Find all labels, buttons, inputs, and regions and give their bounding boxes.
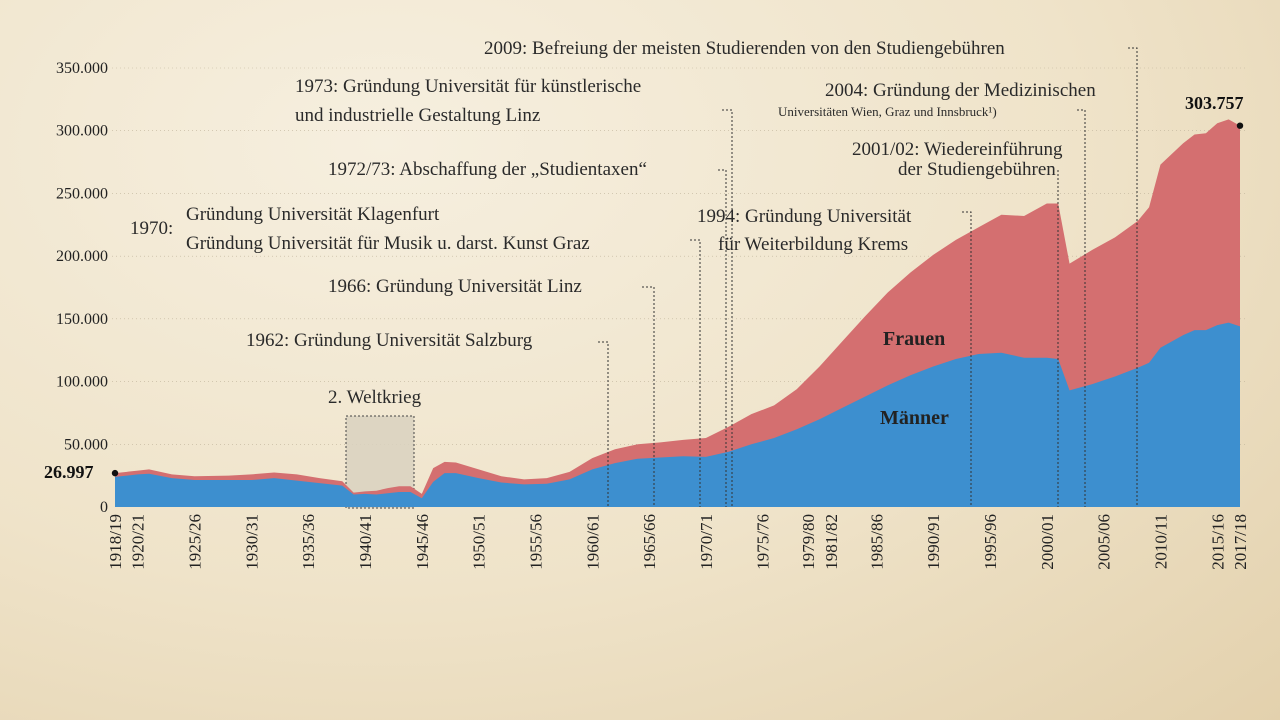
x-tick-label: 1920/21 bbox=[129, 514, 148, 570]
x-tick-label: 1981/82 bbox=[822, 514, 841, 570]
y-tick-label: 250.000 bbox=[56, 185, 108, 202]
x-tick-label: 2010/11 bbox=[1151, 514, 1170, 569]
note-salzburg: 1962: Gründung Universität Salzburg bbox=[246, 330, 533, 351]
note-weltkrieg: 2. Weltkrieg bbox=[328, 387, 422, 408]
x-tick-label: 1955/56 bbox=[526, 514, 545, 570]
annotation-leader-lines bbox=[598, 47, 1138, 507]
y-axis-ticks: 0 50.000 100.000 150.000 200.000 250.000 300.0… bbox=[56, 60, 108, 516]
leader-1962 bbox=[598, 341, 609, 507]
y-tick-label: 50.000 bbox=[64, 436, 108, 453]
start-point-marker bbox=[111, 469, 119, 477]
series-label-frauen: Frauen bbox=[883, 328, 945, 350]
x-tick-label: 1930/31 bbox=[242, 514, 261, 570]
leader-1973 bbox=[722, 109, 733, 507]
note-1970-year: 1970: bbox=[130, 218, 173, 239]
x-tick-label: 1960/61 bbox=[583, 514, 602, 570]
note-graz: Gründung Universität für Musik u. darst.… bbox=[186, 233, 590, 254]
x-tick-label: 1979/80 bbox=[799, 514, 818, 570]
note-2004-line2: Universitäten Wien, Graz und Innsbruck¹) bbox=[778, 104, 997, 119]
x-tick-label: 1975/76 bbox=[754, 514, 773, 570]
x-axis-ticks: 1918/19 1920/21 1925/26 1930/31 1935/36 1940/… bbox=[106, 514, 1250, 570]
y-tick-label: 350.000 bbox=[56, 60, 108, 77]
x-tick-label: 2015/16 bbox=[1208, 514, 1227, 570]
x-tick-label: 1918/19 bbox=[106, 514, 125, 570]
leader-1972 bbox=[718, 169, 727, 507]
note-1973-line1: 1973: Gründung Universität für künstleri… bbox=[295, 76, 641, 97]
x-tick-label: 1940/41 bbox=[356, 514, 375, 570]
x-tick-label: 1945/46 bbox=[413, 514, 432, 570]
x-tick-label: 1965/66 bbox=[640, 514, 659, 570]
note-1994-line1: 1994: Gründung Universität bbox=[697, 206, 912, 227]
y-tick-label: 150.000 bbox=[56, 311, 108, 328]
leader-1966 bbox=[642, 286, 655, 507]
x-tick-label: 1985/86 bbox=[867, 514, 886, 570]
note-1973-line2: und industrielle Gestaltung Linz bbox=[295, 105, 540, 126]
x-tick-label: 1970/71 bbox=[697, 514, 716, 570]
x-tick-label: 1935/36 bbox=[299, 514, 318, 570]
x-tick-label: 1990/91 bbox=[924, 514, 943, 570]
note-studientaxen: 1972/73: Abschaffung der „Studientaxen“ bbox=[328, 159, 647, 180]
area-maenner bbox=[115, 322, 1240, 507]
end-point-marker bbox=[1236, 122, 1244, 129]
areas bbox=[115, 119, 1240, 507]
note-2004-line1: 2004: Gründung der Medizinischen bbox=[825, 80, 1096, 101]
note-1994-line2: für Weiterbildung Krems bbox=[718, 234, 908, 255]
note-klagenfurt: Gründung Universität Klagenfurt bbox=[186, 204, 440, 225]
end-value-label: 303.757 bbox=[1185, 93, 1244, 113]
leader-2004 bbox=[1077, 109, 1086, 507]
leader-2009 bbox=[1128, 47, 1138, 507]
x-tick-label: 1950/51 bbox=[470, 514, 489, 570]
y-tick-label: 100.000 bbox=[56, 374, 108, 391]
start-value-label: 26.997 bbox=[44, 462, 94, 482]
leader-1994 bbox=[962, 211, 972, 507]
note-2001-line2: der Studiengebühren bbox=[898, 159, 1056, 180]
note-linz: 1966: Gründung Universität Linz bbox=[328, 276, 582, 297]
y-tick-label: 300.000 bbox=[56, 123, 108, 140]
y-tick-label: 0 bbox=[100, 499, 108, 516]
leader-1970 bbox=[690, 239, 701, 507]
x-tick-label: 2000/01 bbox=[1038, 514, 1057, 570]
x-tick-label: 1995/96 bbox=[981, 514, 1000, 570]
y-tick-label: 200.000 bbox=[56, 248, 108, 265]
x-tick-label: 1925/26 bbox=[186, 514, 205, 570]
note-2009: 2009: Befreiung der meisten Studierenden… bbox=[484, 38, 1005, 59]
note-2001-line1: 2001/02: Wiedereinführung bbox=[852, 139, 1063, 160]
series-label-maenner: Männer bbox=[880, 407, 949, 429]
x-tick-label: 2005/06 bbox=[1095, 514, 1114, 570]
x-tick-label: 2017/18 bbox=[1231, 514, 1250, 570]
